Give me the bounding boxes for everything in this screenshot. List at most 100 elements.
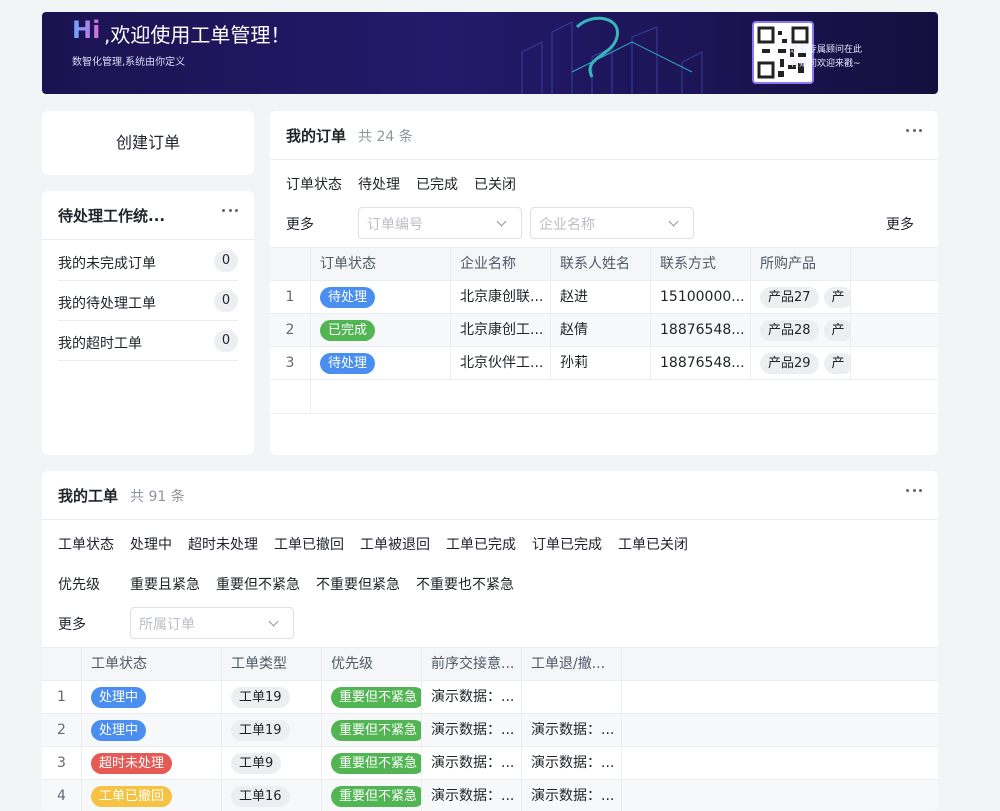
table-cell: 18876548... xyxy=(651,314,751,347)
header-cell: 前序交接意... xyxy=(422,648,522,680)
table-cell: 15100000... xyxy=(651,281,751,314)
table-header: 工单状态 工单类型 优先级 前序交接意... 工单退/撤... xyxy=(42,647,938,681)
table-cell: 演示数据：... xyxy=(522,714,622,747)
total-count: 共 91 条 xyxy=(130,489,185,505)
cell-text: 赵进 xyxy=(560,289,588,305)
table-row: 1 待处理 北京康创联... 赵进 15100000... 产品27 产 xyxy=(270,281,938,314)
product-tag: 产品27 xyxy=(760,286,819,308)
stat-label: 我的未完成订单 xyxy=(58,256,156,272)
product-tag: 产 xyxy=(823,286,850,308)
table-cell: 超时未处理 xyxy=(82,747,222,780)
type-tag: 工单16 xyxy=(231,785,290,807)
filter-option[interactable]: 工单被退回 xyxy=(360,537,430,553)
stat-count: 0 xyxy=(214,250,238,272)
banner-subtitle: 数智化管理,系统由你定义 xyxy=(72,57,186,68)
cell-text: 演示数据：... xyxy=(531,722,615,738)
table-cell: 演示数据：... xyxy=(422,780,522,811)
more-menu[interactable] xyxy=(906,129,922,133)
filter-label: 订单状态 xyxy=(286,177,342,193)
table-row: 3 超时未处理 工单9 重要但不紧急 演示数据：... 演示数据：... xyxy=(42,747,938,780)
row-index: 1 xyxy=(42,681,82,714)
filter-option[interactable]: 工单已关闭 xyxy=(618,537,688,553)
create-order-button[interactable]: 创建订单 xyxy=(42,111,254,175)
status-tag: 待处理 xyxy=(320,286,376,308)
more-menu[interactable] xyxy=(222,209,238,213)
filter-option[interactable]: 不重要但紧急 xyxy=(316,577,400,593)
status-tag: 超时未处理 xyxy=(91,752,173,774)
table-cell: 工单16 xyxy=(222,780,322,811)
table-cell: 重要但不紧急 xyxy=(322,681,422,714)
priority-tag: 重要但不紧急 xyxy=(331,785,421,807)
table-cell: 北京康创工... xyxy=(451,314,551,347)
row-index: 2 xyxy=(270,314,311,347)
cell-text: 18876548... xyxy=(660,322,745,338)
card-title: 我的工单 xyxy=(58,487,119,505)
qr-code xyxy=(757,26,809,79)
product-tag: 产 xyxy=(823,319,850,341)
table-row: 2 已完成 北京康创工... 赵倩 18876548... 产品28 产 xyxy=(270,314,938,347)
table-row: 2 处理中 工单19 重要但不紧急 演示数据：... 演示数据：... xyxy=(42,714,938,747)
type-tag: 工单19 xyxy=(231,686,290,708)
table-cell: 待处理 xyxy=(311,281,451,314)
empty-row xyxy=(270,380,938,414)
banner-art xyxy=(521,16,703,94)
table-cell: 赵进 xyxy=(551,281,651,314)
greeting: Hi xyxy=(72,16,101,44)
header-cell: 工单状态 xyxy=(82,648,222,680)
divider xyxy=(270,159,938,160)
more-menu[interactable] xyxy=(906,489,922,493)
cell-text: 演示数据：... xyxy=(431,755,515,771)
filter-label: 更多 xyxy=(58,617,86,633)
qr-frame xyxy=(752,21,814,84)
filter-option[interactable]: 重要且紧急 xyxy=(130,577,200,593)
stat-row[interactable]: 我的未完成订单 0 xyxy=(58,241,238,281)
table-cell: 处理中 xyxy=(82,714,222,747)
row-index: 1 xyxy=(270,281,311,314)
priority-tag: 重要但不紧急 xyxy=(331,752,421,774)
filter-label: 更多 xyxy=(286,217,314,233)
status-tag: 处理中 xyxy=(91,719,147,741)
search-input[interactable]: 企业名称 xyxy=(530,207,694,239)
filter-label: 优先级 xyxy=(58,577,100,593)
priority-tag: 重要但不紧急 xyxy=(331,686,421,708)
row-index: 3 xyxy=(42,747,82,780)
header-cell: 联系方式 xyxy=(651,248,751,280)
cell-text: 北京康创联... xyxy=(460,289,544,305)
filter-option[interactable]: 工单已完成 xyxy=(446,537,516,553)
filter-option[interactable]: 处理中 xyxy=(130,537,172,553)
priority-tag: 重要但不紧急 xyxy=(331,719,421,741)
table-cell: 重要但不紧急 xyxy=(322,780,422,811)
pending-card: 待处理工作统... 我的未完成订单 0 我的待处理工单 0 我的超时工单 0 xyxy=(42,191,254,455)
table-cell: 演示数据：... xyxy=(522,780,622,811)
table-cell: 演示数据：... xyxy=(422,714,522,747)
header-cell: 订单状态 xyxy=(311,248,451,280)
qr-text: 您的专属顾问在此 xyxy=(790,45,863,55)
divider xyxy=(42,519,938,520)
header-cell: 所购产品 xyxy=(751,248,851,280)
header-cell xyxy=(42,648,82,680)
table-cell: 重要但不紧急 xyxy=(322,747,422,780)
more-button[interactable]: 更多 xyxy=(886,217,914,233)
table-cell: 产品27 产 xyxy=(751,281,851,314)
filter-option[interactable]: 工单已撤回 xyxy=(274,537,344,553)
filter-option[interactable]: 不重要也不紧急 xyxy=(416,577,514,593)
search-input[interactable]: 订单编号 xyxy=(358,207,522,239)
cell-text: 赵倩 xyxy=(560,322,588,338)
stat-row[interactable]: 我的待处理工单 0 xyxy=(58,281,238,321)
header-cell: 工单类型 xyxy=(222,648,322,680)
table-cell: 重要但不紧急 xyxy=(322,714,422,747)
filter-option[interactable]: 超时未处理 xyxy=(188,537,258,553)
table-cell: 工单19 xyxy=(222,714,322,747)
status-tag: 工单已撤回 xyxy=(91,785,173,807)
filter-option[interactable]: 待处理 xyxy=(358,177,400,193)
filter-option[interactable]: 已完成 xyxy=(416,177,458,193)
filter-option[interactable]: 重要但不紧急 xyxy=(216,577,300,593)
stat-row[interactable]: 我的超时工单 0 xyxy=(58,321,238,361)
row-index: 3 xyxy=(270,347,311,380)
table-cell: 工单19 xyxy=(222,681,322,714)
filter-option[interactable]: 已关闭 xyxy=(474,177,516,193)
search-input[interactable]: 所属订单 xyxy=(130,607,294,639)
filter-option[interactable]: 订单已完成 xyxy=(532,537,602,553)
table-cell: 待处理 xyxy=(311,347,451,380)
